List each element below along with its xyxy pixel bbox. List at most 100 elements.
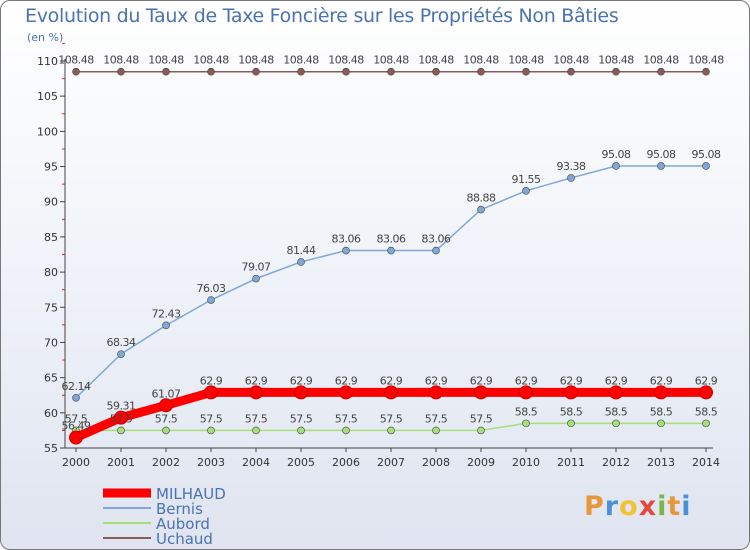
- data-label: 108.48: [328, 54, 364, 67]
- data-point: [699, 385, 713, 400]
- data-point: [297, 67, 305, 76]
- legend-label: Uchaud: [156, 530, 213, 548]
- data-label: 95.08: [602, 148, 631, 161]
- y-tick-label: 100: [37, 125, 58, 138]
- data-label: 108.48: [643, 54, 679, 67]
- logo-letter: t: [667, 491, 682, 522]
- data-label: 62.9: [560, 374, 583, 387]
- logo-letter: P: [584, 491, 605, 522]
- y-tick-label: 55: [44, 442, 58, 455]
- data-label: 108.48: [283, 54, 319, 67]
- y-tick-label: 75: [44, 301, 58, 314]
- data-point: [117, 67, 125, 76]
- data-label: 62.9: [695, 374, 718, 387]
- data-label: 108.48: [688, 54, 724, 67]
- y-tick-label: 105: [37, 90, 58, 103]
- data-point: [384, 385, 398, 400]
- data-point: [162, 67, 170, 76]
- data-label: 108.48: [463, 54, 499, 67]
- data-label: 108.48: [148, 54, 184, 67]
- data-label: 57.5: [335, 412, 358, 425]
- data-label: 57.5: [290, 412, 313, 425]
- data-label: 57.5: [200, 412, 223, 425]
- logo-letter: r: [604, 491, 620, 522]
- data-point: [432, 67, 440, 76]
- x-tick-label: 2010: [512, 456, 540, 469]
- data-point: [162, 426, 170, 435]
- data-label: 62.9: [380, 374, 403, 387]
- data-label: 93.38: [557, 160, 586, 173]
- data-point: [159, 398, 173, 413]
- data-label: 108.48: [58, 54, 94, 67]
- data-point: [429, 385, 443, 400]
- data-label: 62.9: [425, 374, 448, 387]
- data-point: [522, 419, 530, 428]
- data-label: 57.5: [380, 412, 403, 425]
- data-label: 83.06: [332, 233, 361, 246]
- data-label: 83.06: [422, 233, 451, 246]
- y-tick-label: 95: [44, 161, 58, 174]
- data-point: [567, 174, 575, 182]
- legend-label: MILHAUD: [156, 485, 226, 503]
- x-tick-label: 2012: [602, 456, 630, 469]
- data-point: [387, 67, 395, 76]
- data-point: [519, 385, 533, 400]
- data-label: 95.08: [647, 148, 676, 161]
- data-point: [522, 187, 530, 195]
- data-label: 108.48: [103, 54, 139, 67]
- data-label: 62.9: [515, 374, 538, 387]
- y-tick-label: 90: [44, 196, 58, 209]
- data-label: 62.9: [605, 374, 628, 387]
- x-tick-label: 2000: [62, 456, 90, 469]
- x-tick-label: 2014: [692, 456, 720, 469]
- data-label: 57.5: [110, 412, 133, 425]
- data-label: 56.49: [62, 420, 91, 433]
- data-label: 88.88: [467, 192, 496, 205]
- data-label: 108.48: [508, 54, 544, 67]
- data-label: 108.48: [373, 54, 409, 67]
- data-point: [609, 385, 623, 400]
- data-label: 62.9: [470, 374, 493, 387]
- x-tick-label: 2013: [647, 456, 675, 469]
- data-point: [474, 385, 488, 400]
- series-line-bernis: [75, 165, 707, 399]
- data-point: [342, 426, 350, 435]
- data-point: [252, 67, 260, 76]
- logo-letter: x: [638, 491, 658, 522]
- y-tick-label: 80: [44, 266, 58, 279]
- data-point: [204, 385, 218, 400]
- x-tick-label: 2003: [197, 456, 225, 469]
- x-tick-label: 2005: [287, 456, 315, 469]
- data-point: [432, 426, 440, 435]
- data-label: 81.44: [287, 244, 316, 257]
- data-label: 62.14: [62, 380, 91, 393]
- data-point: [342, 246, 350, 255]
- data-label: 57.5: [65, 412, 88, 425]
- y-tick-label: 65: [44, 372, 58, 385]
- data-point: [567, 419, 575, 428]
- data-point: [387, 426, 395, 435]
- data-point: [114, 410, 128, 425]
- data-point: [252, 426, 260, 435]
- data-point: [249, 385, 263, 400]
- data-label: 62.9: [335, 374, 358, 387]
- data-label: 59.31: [107, 400, 136, 413]
- data-point: [702, 67, 710, 76]
- data-point: [252, 274, 260, 283]
- data-point: [117, 426, 125, 435]
- x-tick-label: 2009: [467, 456, 495, 469]
- data-point: [657, 67, 665, 76]
- data-label: 58.5: [650, 405, 673, 418]
- data-point: [612, 162, 620, 170]
- logo-letter: o: [619, 491, 639, 522]
- data-label: 83.06: [377, 233, 406, 246]
- legend-label: Bernis: [156, 500, 203, 518]
- data-point: [612, 419, 620, 428]
- data-point: [207, 296, 215, 304]
- data-point: [207, 426, 215, 435]
- data-label: 108.48: [598, 54, 634, 67]
- y-tick-label: 60: [44, 407, 58, 420]
- data-label: 57.5: [155, 412, 178, 425]
- logo-letter: i: [657, 491, 668, 522]
